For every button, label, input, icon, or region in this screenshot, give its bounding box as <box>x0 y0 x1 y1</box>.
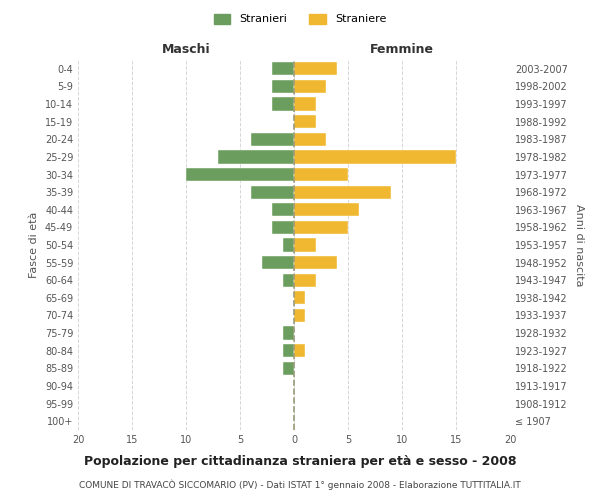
Bar <box>283 326 294 340</box>
Bar <box>272 62 294 76</box>
Bar <box>283 362 294 375</box>
Y-axis label: Fasce di età: Fasce di età <box>29 212 39 278</box>
Bar <box>294 256 337 269</box>
Text: Popolazione per cittadinanza straniera per età e sesso - 2008: Popolazione per cittadinanza straniera p… <box>84 455 516 468</box>
Bar <box>294 221 348 234</box>
Bar <box>272 221 294 234</box>
Text: Femmine: Femmine <box>370 44 434 57</box>
Bar <box>251 186 294 198</box>
Y-axis label: Anni di nascita: Anni di nascita <box>574 204 584 286</box>
Bar <box>186 168 294 181</box>
Bar <box>294 344 305 358</box>
Bar <box>294 186 391 198</box>
Bar <box>294 115 316 128</box>
Bar <box>283 344 294 358</box>
Bar <box>294 132 326 146</box>
Bar <box>294 62 337 76</box>
Bar <box>294 238 316 252</box>
Bar <box>283 274 294 287</box>
Bar <box>294 274 316 287</box>
Bar <box>283 238 294 252</box>
Bar <box>272 80 294 93</box>
Bar <box>251 132 294 146</box>
Bar <box>294 98 316 110</box>
Bar <box>294 309 305 322</box>
Text: Maschi: Maschi <box>161 44 211 57</box>
Bar <box>294 80 326 93</box>
Bar <box>294 291 305 304</box>
Bar <box>272 98 294 110</box>
Bar <box>294 203 359 216</box>
Bar <box>218 150 294 164</box>
Bar <box>294 168 348 181</box>
Bar <box>262 256 294 269</box>
Legend: Stranieri, Straniere: Stranieri, Straniere <box>208 8 392 30</box>
Bar <box>272 203 294 216</box>
Bar <box>294 150 456 164</box>
Text: COMUNE DI TRAVACÒ SICCOMARIO (PV) - Dati ISTAT 1° gennaio 2008 - Elaborazione TU: COMUNE DI TRAVACÒ SICCOMARIO (PV) - Dati… <box>79 480 521 490</box>
